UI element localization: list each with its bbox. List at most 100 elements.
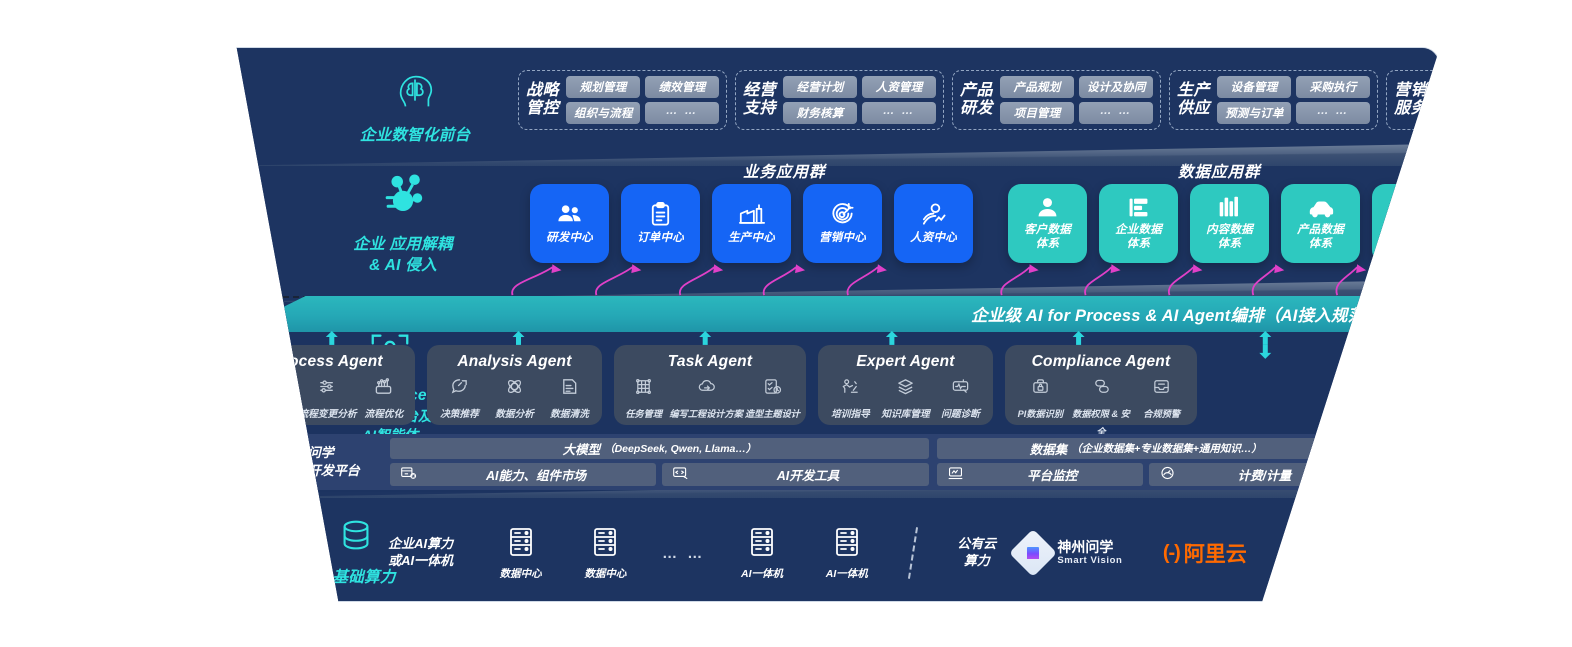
card-rd-center[interactable]: 研发中心 <box>530 184 609 263</box>
agent-cards: Process Agent 流程编排 <box>240 345 1197 437</box>
chip[interactable]: 设备管理 <box>1217 76 1292 98</box>
agent-feature[interactable]: 数据分析 <box>488 377 541 422</box>
chip[interactable]: 经营计划 <box>783 76 858 98</box>
agent-feature[interactable]: 数据权限 & 安全 <box>1072 377 1131 440</box>
agent-task[interactable]: Task Agent 任务管理 <box>614 345 806 425</box>
chip[interactable]: 采购执行 <box>1296 76 1371 98</box>
agent-feature[interactable]: PI数据识别 <box>1011 377 1070 422</box>
agent-feature[interactable]: 流程变更分析 <box>298 377 357 422</box>
node-ai-appliance-2[interactable]: AI一体机 <box>804 526 889 581</box>
cell-label: 平台监控 <box>1027 469 1078 483</box>
agent-feature-label: 决策推荐 <box>440 409 479 420</box>
agent-expert[interactable]: Expert Agent 培训指导 <box>818 345 993 425</box>
brand-huawei[interactable]: HUAWEI <box>1272 529 1373 577</box>
node-ai-appliance-1[interactable]: AI一体机 <box>720 526 805 581</box>
card-order-center[interactable]: 订单中心 <box>621 184 700 263</box>
agent-title: Expert Agent <box>856 353 955 370</box>
chip[interactable]: 人资管理 <box>862 76 937 98</box>
chip[interactable]: 预测与订单 <box>1217 102 1292 124</box>
chip[interactable]: … … <box>645 102 720 124</box>
group-strategy[interactable]: 战略 管控 规划管理 绩效管理 组织与流程 … … <box>518 70 728 130</box>
card-hr-center[interactable]: 人资中心 <box>894 184 973 263</box>
chip[interactable]: … … <box>1079 102 1154 124</box>
card-enterprise-data[interactable]: 企业数据 体系 <box>1099 184 1178 263</box>
database-icon <box>261 516 451 561</box>
large-model-bar[interactable]: 大模型 （DeepSeek, Qwen, Llama…） <box>390 438 929 459</box>
agent-feature-label: PI数据识别 <box>1017 409 1064 419</box>
chip[interactable]: 绩效管理 <box>645 76 720 98</box>
card-product-data[interactable]: 产品数据 体系 <box>1281 184 1360 263</box>
task-net-icon <box>620 377 667 401</box>
agent-feature[interactable]: 编写工程设计方案 <box>669 377 743 422</box>
brand-aliyun[interactable]: (-) 阿里云 <box>1138 538 1272 568</box>
card-content-data[interactable]: 内容数据 体系 <box>1190 184 1269 263</box>
group-production-supply[interactable]: 生产 供应 设备管理 采购执行 预测与订单 … … <box>1169 70 1379 130</box>
id-lock-icon <box>1011 377 1070 401</box>
smart-vision-logo <box>1009 528 1058 578</box>
card-marketing-data[interactable]: 营销数据 体系 <box>1372 184 1439 263</box>
huawei-logo <box>1295 530 1349 567</box>
data-app-cards: 客户数据 体系 企业数据 体系 <box>1008 184 1439 263</box>
chip[interactable]: 项目管理 <box>1000 102 1075 124</box>
alert-box-icon <box>1132 377 1191 401</box>
agent-analysis[interactable]: Analysis Agent 决策推荐 <box>427 345 602 425</box>
agent-feature[interactable]: 流程编排 <box>246 377 296 422</box>
agent-feature[interactable]: 造型主题设计 <box>745 377 800 422</box>
cell-label: AI开发工具 <box>776 469 840 483</box>
building-icon <box>1126 195 1151 220</box>
dataset-bar[interactable]: 数据集 （企业数据集+专业数据集+通用知识…） <box>936 438 1355 459</box>
platform-name: 神州问学 AI管控及开发平台 <box>255 445 360 478</box>
business-app-cards: 研发中心 订单中心 <box>530 184 973 263</box>
chip[interactable]: 市场营销 <box>1434 76 1439 98</box>
users-icon <box>556 201 583 228</box>
tier-infrastructure <box>236 492 1439 601</box>
diagram-frame: 企业数智化前台 企业 应用解耦 & AI 侵入 <box>236 47 1440 602</box>
infra-divider <box>889 527 937 579</box>
public-cloud-label: 公有云 算力 <box>957 536 997 568</box>
platform-monitor-cell[interactable]: 平台监控 <box>936 463 1143 486</box>
brand-name-en: Smart Vision <box>1057 554 1123 566</box>
agent-feature[interactable]: 任务管理 <box>620 377 667 422</box>
agent-feature-label: 造型主题设计 <box>744 409 800 419</box>
business-group-heading: 业务应用群 <box>743 164 826 181</box>
brand-smart-vision[interactable]: 神州问学 Smart Vision <box>1009 528 1138 578</box>
node-datacenter-2[interactable]: 数据中心 <box>563 526 648 581</box>
chip[interactable]: 财务核算 <box>783 102 858 124</box>
card-label: 生产中心 <box>728 232 775 245</box>
group-operations[interactable]: 经营 支持 经营计划 人资管理 财务核算 … … <box>735 70 945 130</box>
agent-compliance[interactable]: Compliance Agent PI数据识 <box>1005 345 1197 437</box>
agent-feature-label: 合规预警 <box>1143 409 1181 419</box>
ai-devtool-cell[interactable]: AI开发工具 <box>662 463 929 486</box>
agent-feature[interactable]: 知识库管理 <box>879 377 932 422</box>
rail-front-office-label: 企业数智化前台 <box>359 127 471 144</box>
chip[interactable]: … … <box>862 102 937 124</box>
billing-metering-cell[interactable]: 计费/计量 <box>1148 463 1355 486</box>
chip[interactable]: 组织与流程 <box>566 102 641 124</box>
card-production-center[interactable]: 生产中心 <box>712 184 791 263</box>
card-customer-data[interactable]: 客户数据 体系 <box>1008 184 1087 263</box>
agent-process[interactable]: Process Agent 流程编排 <box>240 345 415 425</box>
agent-feature[interactable]: 问题诊断 <box>934 377 987 422</box>
card-marketing-center[interactable]: 营销中心 <box>803 184 882 263</box>
card-label: 企业数据 体系 <box>1115 224 1162 250</box>
chip[interactable]: 整车物流 <box>1434 102 1439 124</box>
brand-name: HUAWEI <box>1298 566 1347 577</box>
agent-feature[interactable]: 数据清洗 <box>543 377 596 422</box>
agent-feature[interactable]: 流程优化 <box>359 377 409 422</box>
node-datacenter-1[interactable]: 数据中心 <box>478 526 563 581</box>
chip[interactable]: 产品规划 <box>1000 76 1075 98</box>
brand-name-cn: 神州问学 <box>1057 539 1114 556</box>
list-settings-icon <box>298 377 356 401</box>
chip[interactable]: 设计及协同 <box>1079 76 1154 98</box>
ai-capability-market-cell[interactable]: AI能力、组件市场 <box>390 463 657 486</box>
agent-feature[interactable]: 培训指导 <box>824 377 877 422</box>
chip[interactable]: 规划管理 <box>566 76 641 98</box>
agent-feature[interactable]: 决策推荐 <box>433 377 486 422</box>
agent-feature[interactable]: 合规预警 <box>1132 377 1191 422</box>
chip[interactable]: … … <box>1296 102 1371 124</box>
node-label: AI一体机 <box>741 567 784 580</box>
user-icon <box>1035 195 1060 220</box>
group-product-rd[interactable]: 产品 研发 产品规划 设计及协同 项目管理 … … <box>952 70 1162 130</box>
